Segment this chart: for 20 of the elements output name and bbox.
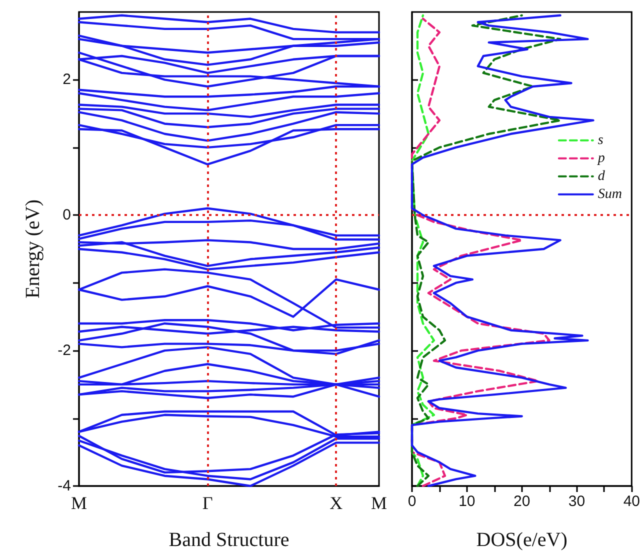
x-tick-label: 0 [408, 493, 416, 510]
x-tick-label: 30 [568, 493, 586, 510]
x-tick-label: M [70, 493, 88, 513]
y-tick-label: -4 [58, 478, 71, 494]
y-tick-label: -2 [58, 342, 71, 360]
y-axis-title: Energy (eV) [22, 199, 44, 299]
y-tick-label: 0 [62, 206, 71, 224]
x-tick-label: 10 [458, 493, 476, 510]
x-axis-title: DOS(e/eV) [476, 529, 568, 551]
x-tick-label: 20 [513, 493, 530, 510]
x-tick-label: X [330, 493, 343, 513]
x-axis-title: Band Structure [168, 529, 290, 551]
legend-label: p [596, 150, 605, 166]
x-tick-label: Γ [202, 493, 213, 513]
legend-label: d [598, 168, 606, 184]
legend-label: Sum [598, 186, 622, 202]
x-tick-label: 40 [623, 493, 640, 510]
legend-label: s [598, 132, 604, 148]
y-tick-label: 2 [62, 71, 71, 88]
x-tick-label: M [370, 493, 388, 513]
